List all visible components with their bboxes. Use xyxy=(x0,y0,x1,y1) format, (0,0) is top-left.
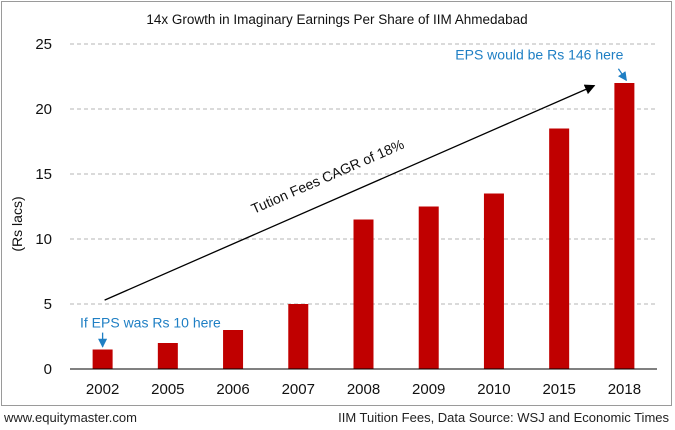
y-tick-label: 5 xyxy=(44,296,52,313)
x-tick-label: 2008 xyxy=(347,381,380,398)
bar-2007 xyxy=(288,304,309,369)
x-tick-label: 2010 xyxy=(477,381,510,398)
x-tick-label: 2006 xyxy=(216,381,249,398)
trend-annotation: Tution Fees CAGR of 18% xyxy=(249,136,407,217)
bar-chart: 14x Growth in Imaginary Earnings Per Sha… xyxy=(9,12,657,398)
x-tick-label: 2009 xyxy=(412,381,445,398)
bar-2008 xyxy=(353,219,374,369)
first-bar-annotation: If EPS was Rs 10 here xyxy=(80,314,221,330)
y-axis-label: (Rs lacs) xyxy=(9,196,25,251)
last-bar-annotation: EPS would be Rs 146 here xyxy=(455,47,623,63)
x-tick-label: 2015 xyxy=(542,381,575,398)
footer-source-note: IIM Tuition Fees, Data Source: WSJ and E… xyxy=(338,410,669,425)
footer-source-site: www.equitymaster.com xyxy=(4,410,137,425)
bar-2018 xyxy=(614,83,635,369)
last-bar-arrow xyxy=(617,68,627,82)
y-tick-label: 20 xyxy=(35,101,52,118)
trend-arrow xyxy=(104,84,596,301)
bar-2015 xyxy=(549,128,570,369)
y-tick-label: 15 xyxy=(35,166,52,183)
y-tick-label: 0 xyxy=(44,361,52,378)
y-tick-label: 10 xyxy=(35,231,52,248)
bar-2002 xyxy=(92,349,113,369)
bar-2009 xyxy=(418,206,439,369)
bar-2010 xyxy=(483,193,504,369)
x-tick-label: 2018 xyxy=(608,381,641,398)
x-tick-label: 2005 xyxy=(151,381,184,398)
chart-title: 14x Growth in Imaginary Earnings Per Sha… xyxy=(146,12,527,27)
y-tick-labels: 0 5 10 15 20 25 xyxy=(35,36,52,378)
x-tick-label: 2007 xyxy=(282,381,315,398)
y-tick-label: 25 xyxy=(35,36,52,53)
chart-frame: 14x Growth in Imaginary Earnings Per Sha… xyxy=(1,1,672,406)
x-tick-labels: 2002 2005 2006 2007 2008 2009 2010 2015 2018 xyxy=(86,381,641,398)
bar-2006 xyxy=(223,330,244,369)
bar-2005 xyxy=(157,343,178,369)
bars xyxy=(92,83,635,369)
x-tick-label: 2002 xyxy=(86,381,119,398)
